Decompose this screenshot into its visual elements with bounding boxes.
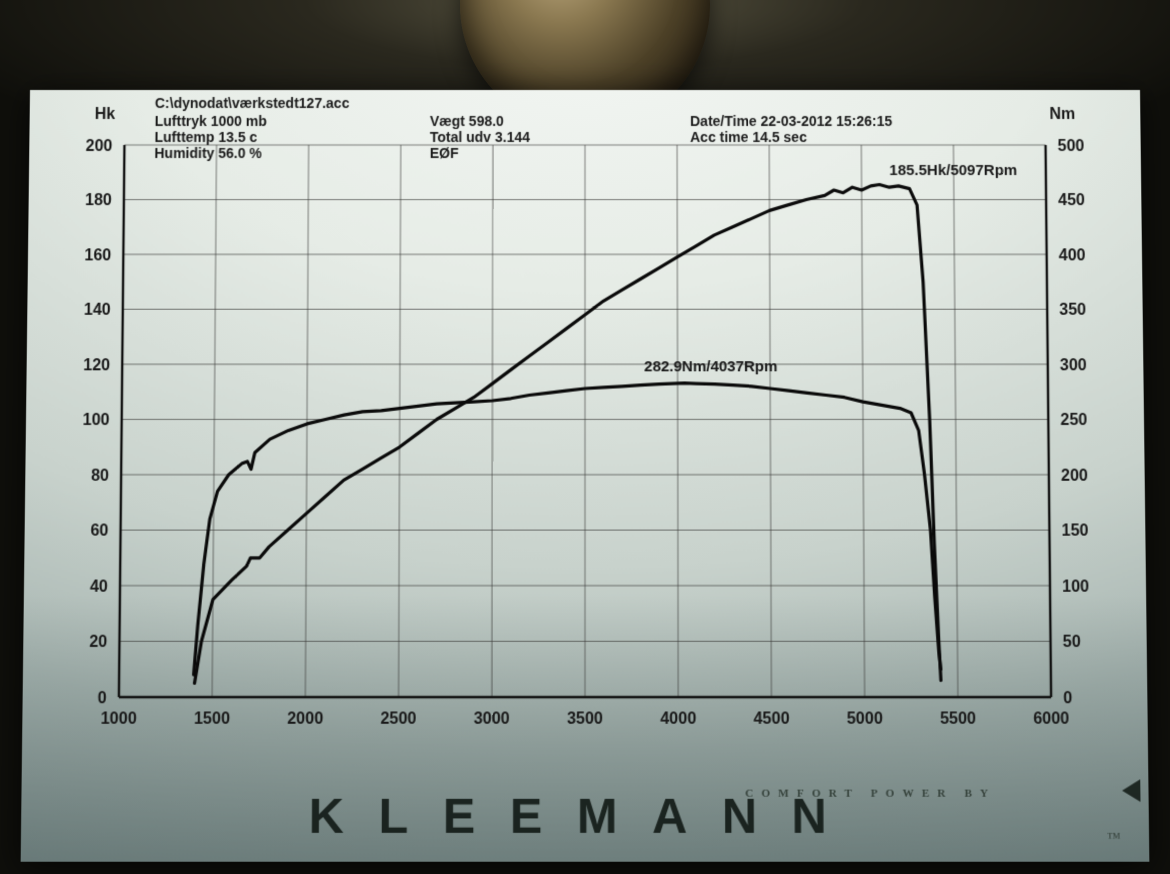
x-tick: 5000 xyxy=(847,710,883,727)
nm-tick: 150 xyxy=(1061,523,1088,540)
x-tick: 1000 xyxy=(101,710,137,727)
x-tick: 3500 xyxy=(567,710,603,727)
file-path: C:\dynodat\værkstedt127.acc xyxy=(155,95,350,111)
x-tick: 2000 xyxy=(287,710,323,727)
nm-tick: 450 xyxy=(1058,193,1085,210)
x-tick: 1500 xyxy=(194,710,230,727)
nm-peak-label: 282.9Nm/4037Rpm xyxy=(644,358,777,375)
hk-tick: 60 xyxy=(90,523,108,540)
hk-tick: 0 xyxy=(98,690,107,707)
hk-axis-title: Hk xyxy=(95,106,116,123)
hk-tick: 180 xyxy=(85,193,112,210)
hk-tick: 140 xyxy=(84,302,111,319)
hdr-left: Lufttryk 1000 mb xyxy=(155,113,267,129)
nm-tick: 0 xyxy=(1063,690,1072,707)
nm-tick: 100 xyxy=(1062,578,1089,595)
trademark-tm: ™ xyxy=(1107,831,1121,848)
hdr-mid: Vægt 598.0 xyxy=(430,113,504,129)
brand-logo: KLEEMANN xyxy=(309,790,862,845)
nm-axis-title: Nm xyxy=(1049,106,1075,123)
hdr-right: Acc time 14.5 sec xyxy=(690,129,807,145)
nm-tick: 350 xyxy=(1059,302,1086,319)
nm-tick: 250 xyxy=(1060,412,1087,429)
hk-tick: 200 xyxy=(86,138,113,155)
hk-tick: 120 xyxy=(83,357,110,374)
nm-tick: 200 xyxy=(1061,468,1088,485)
dyno-chart: 1000150020002500300035004000450050005500… xyxy=(21,90,1148,800)
dyno-printout-paper: 1000150020002500300035004000450050005500… xyxy=(21,90,1150,862)
hdr-right: Date/Time 22-03-2012 15:26:15 xyxy=(690,113,892,129)
x-tick: 3000 xyxy=(474,710,510,727)
nav-triangle-icon xyxy=(1122,779,1141,802)
hdr-left: Lufttemp 13.5 c xyxy=(154,129,257,145)
hdr-mid: Total udv 3.144 xyxy=(430,129,530,145)
hk-tick: 80 xyxy=(91,468,109,485)
x-tick: 2500 xyxy=(380,710,416,727)
hk-tick: 20 xyxy=(89,634,107,651)
hk-tick: 40 xyxy=(90,578,108,595)
hdr-mid: EØF xyxy=(430,145,459,161)
x-tick: 5500 xyxy=(940,710,976,727)
hk-tick: 160 xyxy=(84,247,111,264)
hp-peak-label: 185.5Hk/5097Rpm xyxy=(889,162,1017,179)
x-tick: 4000 xyxy=(660,710,696,727)
hdr-left: Humidity 56.0 % xyxy=(154,145,262,161)
x-tick: 6000 xyxy=(1033,710,1069,727)
x-tick: 4500 xyxy=(753,710,789,727)
nm-tick: 50 xyxy=(1063,634,1081,651)
nm-tick: 400 xyxy=(1059,247,1086,264)
nm-tick: 500 xyxy=(1057,138,1084,155)
hk-tick: 100 xyxy=(83,412,110,429)
nm-tick: 300 xyxy=(1060,357,1087,374)
